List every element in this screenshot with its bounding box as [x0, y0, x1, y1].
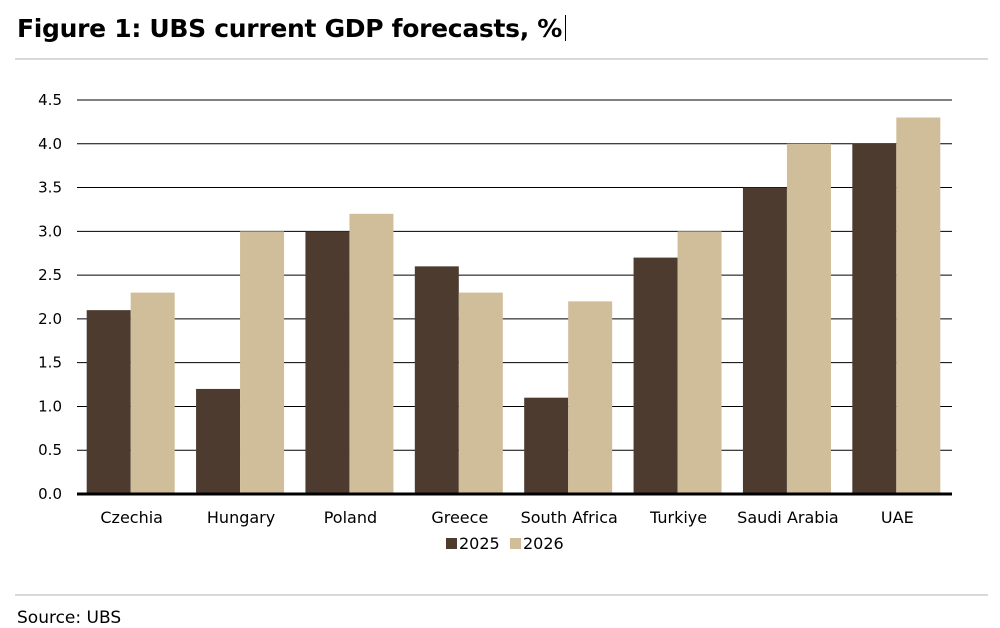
y-tick-label: 2.0 [38, 310, 62, 328]
x-category-label: South Africa [521, 508, 618, 527]
x-category-label: UAE [881, 508, 914, 527]
bar-2026-hungary [240, 231, 285, 495]
bar-2025-czechia [86, 310, 131, 494]
x-category-label: Czechia [100, 508, 163, 527]
y-tick-label: 0.5 [38, 441, 62, 459]
text-cursor [565, 15, 567, 41]
y-tick-label: 4.5 [38, 91, 62, 109]
y-tick-label: 4.0 [38, 135, 62, 153]
y-tick-label: 1.0 [38, 397, 62, 415]
x-category-label: Turkiye [649, 508, 707, 527]
bars [86, 117, 941, 495]
x-category-label: Saudi Arabia [737, 508, 839, 527]
x-category-label: Greece [431, 508, 488, 527]
bar-2025-poland [305, 231, 350, 495]
bar-2025-uae [852, 143, 897, 494]
y-tick-label: 3.5 [38, 179, 62, 197]
bar-2026-greece [458, 292, 503, 494]
chart-title: Figure 1: UBS current GDP forecasts, % [17, 14, 567, 43]
chart-title-text: Figure 1: UBS current GDP forecasts, % [17, 14, 563, 43]
y-tick-label: 2.5 [38, 266, 62, 284]
y-axis-ticks: 0.0 0.5 1.0 1.5 2.0 2.5 3.0 3.5 4.0 4.5 [38, 91, 62, 503]
bar-chart: 0.0 0.5 1.0 1.5 2.0 2.5 3.0 3.5 4.0 4.5 Czechia Hu… [38, 91, 952, 553]
bar-2025-greece [414, 266, 459, 494]
bar-2025-hungary [196, 388, 241, 494]
bar-2026-czechia [130, 292, 175, 494]
bar-2026-south-africa [568, 301, 613, 494]
bar-2026-turkiye [677, 231, 722, 495]
bar-2025-south-africa [524, 397, 569, 494]
bar-2025-saudi-arabia [742, 187, 787, 495]
x-category-label: Poland [324, 508, 377, 527]
y-tick-label: 0.0 [38, 485, 62, 503]
x-category-label: Hungary [207, 508, 275, 527]
legend-label-2025: 2025 [459, 534, 500, 553]
footer-divider [15, 594, 988, 596]
bar-2025-turkiye [633, 257, 678, 494]
y-tick-label: 3.0 [38, 222, 62, 240]
legend: 2025 2026 [446, 534, 564, 553]
y-tick-label: 1.5 [38, 354, 62, 372]
bar-2026-uae [896, 117, 941, 494]
x-axis-categories: Czechia Hungary Poland Greece South Africa Tu… [100, 508, 913, 527]
legend-label-2026: 2026 [523, 534, 564, 553]
source-note: Source: UBS [17, 608, 122, 628]
bar-2026-poland [349, 213, 394, 495]
legend-swatch-2025 [446, 538, 457, 549]
title-divider [15, 58, 988, 60]
legend-swatch-2026 [510, 538, 521, 549]
bar-2026-saudi-arabia [786, 143, 831, 494]
